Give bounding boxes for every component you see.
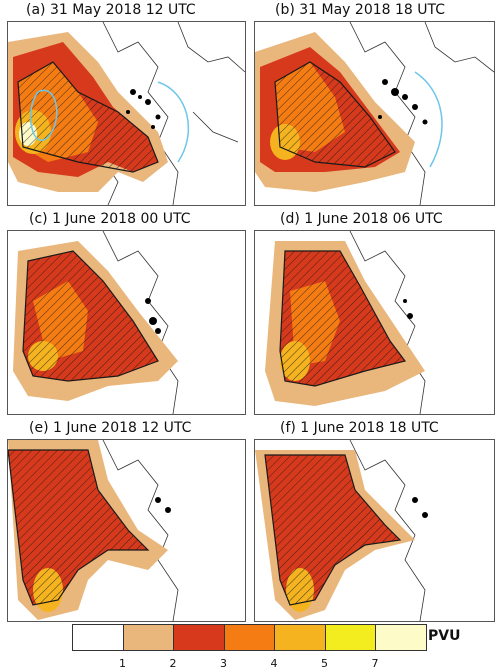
colorbar-tick-label: 2 [169, 657, 177, 670]
colorbar-tick-label: 4 [270, 657, 278, 670]
colorbar-swatch [72, 624, 124, 651]
map-f-graphic [255, 440, 428, 621]
map-d-graphic [265, 231, 426, 414]
precipitation-cells [145, 298, 161, 334]
colorbar-swatch [122, 624, 174, 651]
panel-d-title: (d) 1 June 2018 06 UTC [280, 211, 443, 227]
colorbar-swatch [324, 624, 376, 651]
map-panel-e [7, 439, 246, 622]
colorbar-tick-label: 3 [220, 657, 227, 670]
map-b-graphic [255, 22, 494, 205]
colorbar-swatch [375, 624, 427, 651]
contour-line [29, 89, 58, 141]
hatched-region [279, 250, 407, 387]
precipitation-cells [126, 89, 161, 129]
map-panel-d [254, 230, 495, 415]
map-c-graphic [13, 231, 179, 414]
map-panel-a [7, 21, 246, 206]
contour-line [157, 81, 190, 163]
precipitation-cells [403, 299, 413, 319]
map-a-graphic [8, 22, 245, 205]
coastline [192, 111, 239, 143]
colorbar-tick-label: 7 [371, 657, 379, 670]
colorbar-tick-label: 5 [321, 657, 328, 670]
contour-line [414, 71, 443, 168]
hatched-region [17, 61, 159, 173]
coastline [102, 440, 179, 621]
hatched-region [22, 250, 159, 382]
coastline [177, 22, 245, 73]
colorbar-swatch [173, 624, 225, 651]
panel-a-title: (a) 31 May 2018 12 UTC [26, 2, 196, 18]
map-panel-f [254, 439, 495, 622]
precipitation-cells [155, 497, 171, 513]
map-panel-b [254, 21, 495, 206]
panel-c-title: (c) 1 June 2018 00 UTC [29, 211, 191, 227]
colorbar-unit: PVU [428, 628, 461, 644]
panel-b-title: (b) 31 May 2018 18 UTC [275, 2, 446, 18]
map-e-graphic [8, 440, 179, 621]
map-panel-c [7, 230, 246, 415]
hatched-region [274, 61, 396, 168]
panel-e-title: (e) 1 June 2018 12 UTC [29, 420, 192, 436]
colorbar-swatch [223, 624, 275, 651]
coastline [424, 22, 494, 73]
panel-f-title: (f) 1 June 2018 18 UTC [280, 420, 439, 436]
hatched-region [264, 454, 402, 606]
hatched-region [8, 449, 150, 606]
precipitation-cells [378, 79, 428, 125]
coastline [349, 440, 426, 621]
coastline [102, 22, 179, 205]
precipitation-cells [412, 497, 428, 518]
colorbar-swatch [274, 624, 326, 651]
colorbar-tick-label: 1 [119, 657, 126, 670]
